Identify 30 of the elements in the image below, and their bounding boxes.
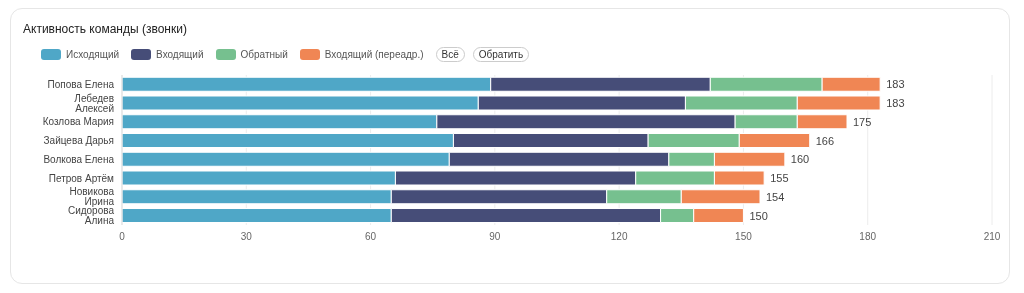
x-tick-label: 120 xyxy=(610,231,628,243)
legend-label: Исходящий xyxy=(66,48,120,60)
y-tick-label: Петров Артём xyxy=(48,172,115,184)
total-label: 183 xyxy=(886,78,905,91)
total-label: 154 xyxy=(766,190,785,203)
legend-label: Входящий xyxy=(156,48,204,60)
legend-label: Обратный xyxy=(240,48,288,60)
total-label: 175 xyxy=(853,115,872,128)
total-label: 166 xyxy=(815,134,835,147)
x-tick-label: 150 xyxy=(735,231,753,243)
x-tick-label: 60 xyxy=(365,231,377,243)
chart-title: Активность команды (звонки) xyxy=(22,21,188,38)
y-tick-label: Сидорова Алина xyxy=(67,205,115,227)
text: Всё xyxy=(435,46,465,62)
x-tick-label: 0 xyxy=(119,231,126,243)
total-label: 160 xyxy=(790,153,810,166)
legend-label: Входящий (переадр.) xyxy=(324,48,424,60)
total-label: 150 xyxy=(749,209,768,222)
x-tick-label: 210 xyxy=(983,231,1001,243)
x-tick-label: 180 xyxy=(859,231,877,243)
y-tick-label: Лебедев Алексей xyxy=(74,92,114,114)
y-tick-label: Попова Елена xyxy=(47,78,115,90)
text: Обратить xyxy=(472,46,530,62)
total-label: 155 xyxy=(770,172,789,184)
y-tick-label: Зайцева Дарья xyxy=(43,135,114,147)
total-label: 183 xyxy=(886,97,905,109)
y-tick-label: Волкова Елена xyxy=(43,153,115,165)
y-tick-label: Козлова Мария xyxy=(42,116,114,128)
x-tick-label: 30 xyxy=(240,231,253,243)
x-tick-label: 90 xyxy=(489,231,501,243)
